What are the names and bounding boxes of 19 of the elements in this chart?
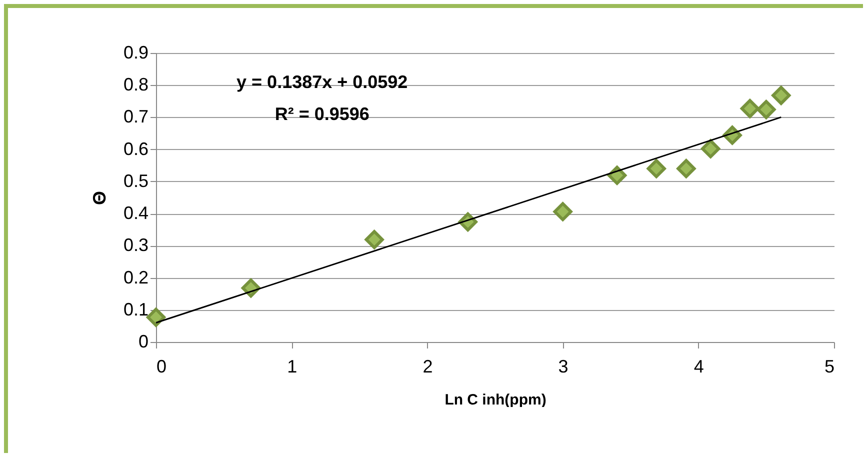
y-tick-label: 0.8 bbox=[123, 74, 148, 95]
y-tick-label: 0.5 bbox=[123, 170, 148, 191]
y-tick-label: 0.4 bbox=[123, 203, 148, 224]
x-tick-label: 3 bbox=[558, 356, 568, 376]
annotation: R² = 0.9596 bbox=[274, 104, 370, 124]
y-tick-label: 0.1 bbox=[123, 299, 148, 320]
x-tick-label: 4 bbox=[694, 356, 704, 376]
y-tick-label: 0 bbox=[138, 332, 148, 352]
x-tick-label: 0 bbox=[156, 356, 167, 376]
x-tick-label: 2 bbox=[422, 356, 433, 376]
y-tick-label: 0.6 bbox=[123, 138, 148, 159]
y-tick-label: 0.3 bbox=[123, 235, 148, 256]
y-tick-label: 0.7 bbox=[123, 106, 148, 127]
y-axis-title: Θ bbox=[89, 190, 110, 206]
x-tick-label: 1 bbox=[287, 356, 298, 376]
y-tick-label: 0.2 bbox=[123, 267, 148, 288]
x-tick-label: 5 bbox=[824, 356, 834, 376]
y-tick-label: 0.9 bbox=[123, 42, 148, 62]
annotation: y = 0.1387x + 0.0592 bbox=[236, 72, 408, 92]
